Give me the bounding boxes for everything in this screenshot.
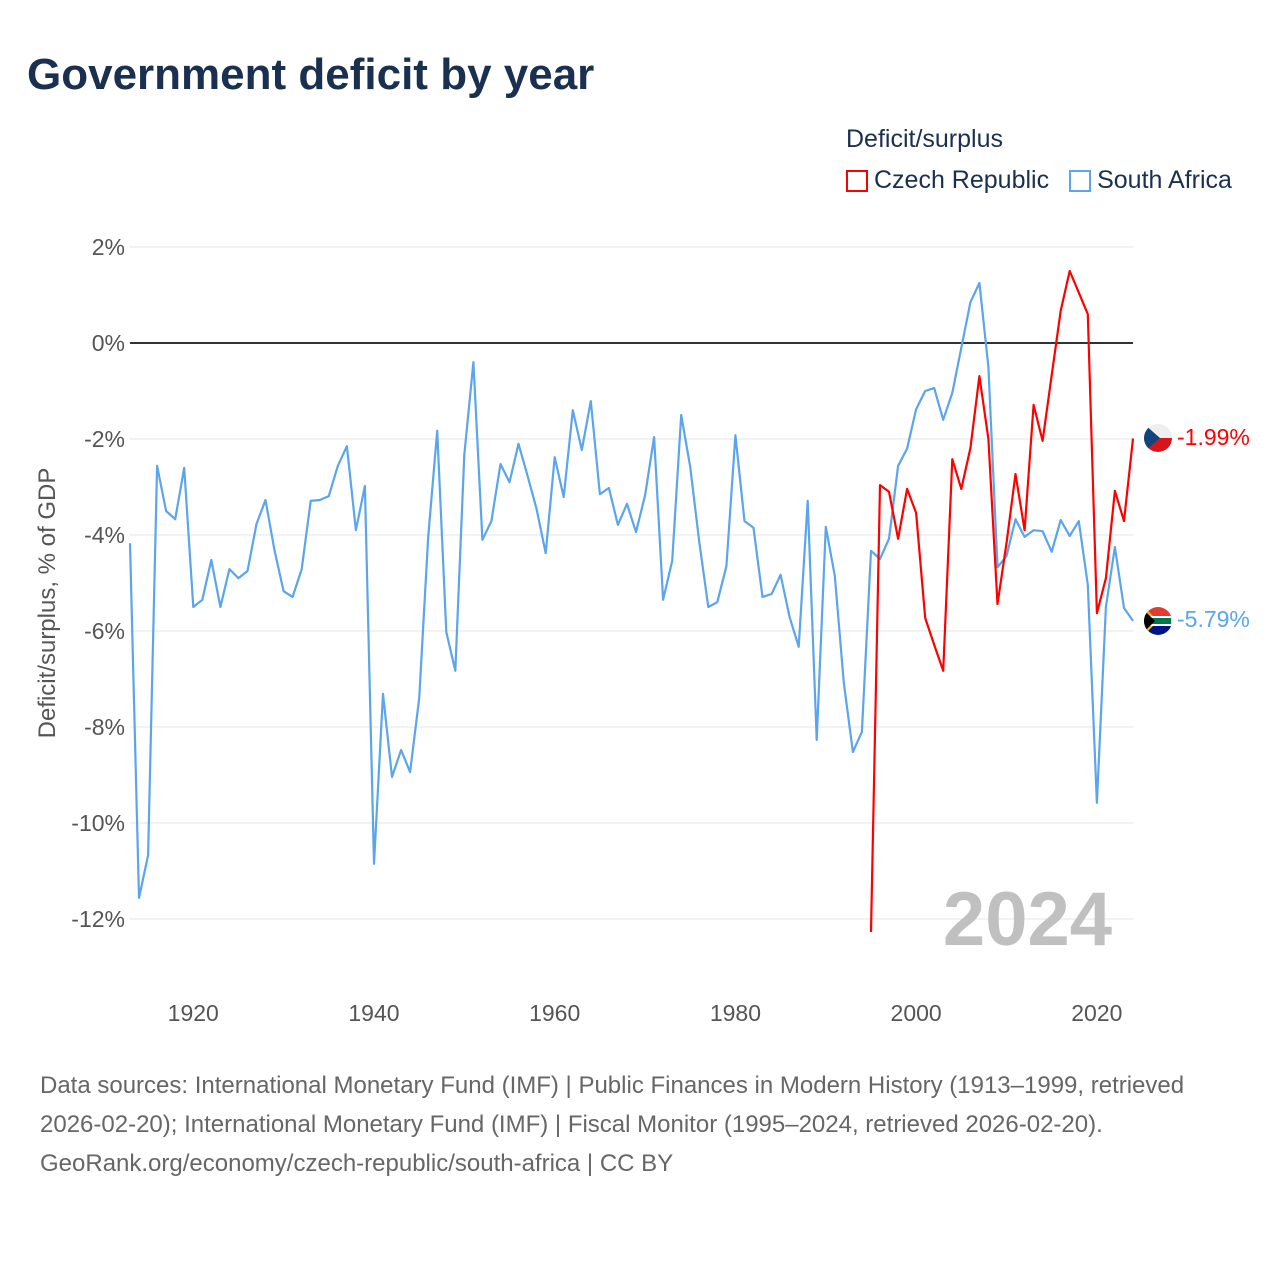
series-line-czech-republic <box>869 269 1135 933</box>
y-tick-label: -10% <box>71 810 125 836</box>
y-tick-label: 2% <box>92 234 125 260</box>
x-tick-label: 2000 <box>891 1000 942 1026</box>
legend-item-czech-republic[interactable]: Czech Republic <box>846 166 1049 195</box>
year-watermark: 2024 <box>943 877 1112 962</box>
x-tick-label: 1940 <box>348 1000 399 1026</box>
legend-swatch-czech <box>846 169 868 192</box>
y-tick-label: -4% <box>84 522 125 548</box>
czech-end-label: -1.99% <box>1177 424 1250 450</box>
x-tick-label: 2020 <box>1071 1000 1122 1026</box>
legend-item-south-africa[interactable]: South Africa <box>1069 166 1232 195</box>
y-tick-label: 0% <box>92 330 125 356</box>
x-tick-label: 1920 <box>168 1000 219 1026</box>
south-africa-end-label: -5.79% <box>1177 606 1250 632</box>
page-title: Government deficit by year <box>27 50 595 99</box>
south-africa-flag-icon <box>1144 607 1172 635</box>
series-line-south-africa <box>128 281 1134 900</box>
y-tick-label: -8% <box>84 714 125 740</box>
y-tick-label: -2% <box>84 426 125 452</box>
y-tick-label: -6% <box>84 618 125 644</box>
legend-title: Deficit/surplus <box>846 125 1003 153</box>
legend: Czech Republic South Africa <box>846 166 1232 195</box>
y-tick-label: -12% <box>71 906 125 932</box>
legend-label: Czech Republic <box>874 166 1050 194</box>
source-link[interactable]: GeoRank.org/economy/czech-republic/south… <box>40 1150 674 1177</box>
legend-swatch-south-africa <box>1069 169 1092 192</box>
source-text: Data sources: International Monetary Fun… <box>40 1072 1185 1138</box>
x-tick-label: 1960 <box>529 1000 580 1026</box>
source-notes: Data sources: International Monetary Fun… <box>40 1066 1240 1183</box>
czech-flag-icon <box>1144 424 1172 452</box>
legend-label: South Africa <box>1097 166 1232 194</box>
y-axis-label: Deficit/surplus, % of GDP <box>34 468 61 739</box>
x-tick-label: 1980 <box>710 1000 761 1026</box>
